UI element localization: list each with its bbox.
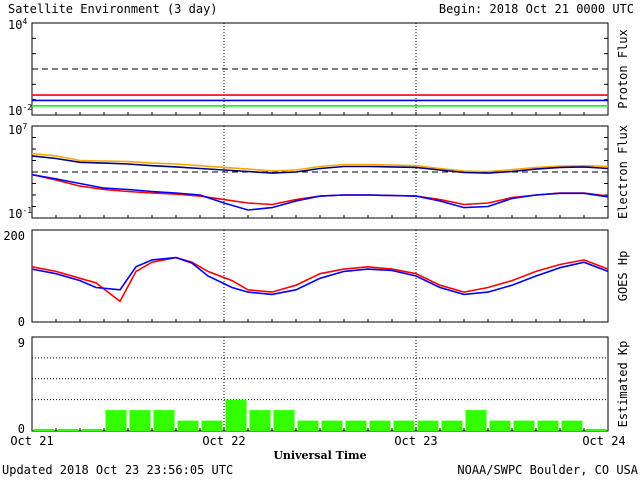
chart-title: Satellite Environment (3 day) (8, 2, 218, 16)
credit-text: NOAA/SWPC Boulder, CO USA (457, 463, 638, 477)
xtick-oct24: Oct 24 (582, 434, 625, 448)
kp-bar (345, 420, 367, 431)
kp-bar (153, 410, 175, 431)
goes-ytick-bottom: 0 (18, 315, 25, 329)
kp-bar (321, 420, 343, 431)
x-axis-label: Universal Time (273, 449, 366, 462)
kp-bar (561, 420, 583, 431)
goes-ytick-top: 200 (3, 229, 25, 243)
kp-bar (105, 410, 127, 431)
goes-ylabel: GOES Hp (616, 251, 630, 302)
kp-bar (129, 410, 151, 431)
kp-bar (249, 410, 271, 431)
electron_flux-orange-series (31, 152, 609, 173)
goes_hp-red-series (31, 256, 609, 303)
kp-bar (225, 399, 247, 431)
kp-bar (177, 420, 199, 431)
xtick-oct21: Oct 21 (10, 434, 53, 448)
electron_flux-navy-series (31, 155, 609, 174)
begin-time: Begin: 2018 Oct 21 0000 UTC (439, 2, 634, 16)
kp-ylabel: Estimated Kp (616, 341, 630, 428)
kp-bar (537, 420, 559, 431)
kp-bar (393, 420, 415, 431)
kp-bar (33, 428, 55, 431)
kp-bar (489, 420, 511, 431)
kp-bar (81, 428, 103, 431)
electron-ylabel: Electron Flux (616, 125, 630, 219)
proton-ytick-bottom: 10-2 (8, 103, 32, 118)
proton-ylabel: Proton Flux (616, 29, 630, 108)
kp-bar (57, 428, 79, 431)
electron-panel-frame (31, 125, 609, 219)
electron-ytick-top: 107 (8, 122, 27, 137)
kp-bar (417, 420, 439, 431)
chart-marks (31, 22, 609, 431)
kp-bar (273, 410, 295, 431)
goes-panel-frame (31, 229, 609, 323)
goes_hp-blue-series (31, 256, 609, 296)
kp-bar (441, 420, 463, 431)
electron_flux-blue-series (31, 173, 609, 211)
xtick-oct23: Oct 23 (394, 434, 437, 448)
updated-timestamp: Updated 2018 Oct 23 23:56:05 UTC (2, 463, 233, 477)
kp-bar (297, 420, 319, 431)
proton-ytick-top: 104 (8, 17, 27, 32)
kp-bar (465, 410, 487, 431)
kp-bar (369, 420, 391, 431)
xtick-oct22: Oct 22 (202, 434, 245, 448)
kp-ytick-bottom: 0 (18, 422, 25, 436)
kp-ytick-top: 9 (18, 336, 25, 350)
kp-bar (201, 420, 223, 431)
electron-ytick-bottom: 10-1 (8, 206, 32, 221)
kp-bar (513, 420, 535, 431)
kp-bar (585, 428, 607, 431)
